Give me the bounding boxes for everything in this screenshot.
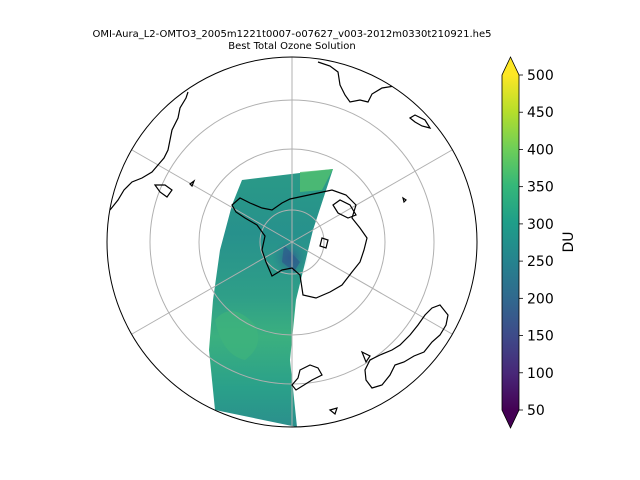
- map-area: [109, 57, 453, 427]
- colorbar: 50 100 150 200 250 300 350 400 450 500 DU: [501, 56, 577, 429]
- gridlines: [131, 57, 453, 427]
- colorbar-tick-label: 450: [527, 105, 554, 121]
- colorbar-tick-label: 200: [527, 291, 554, 307]
- colorbar-tick-label: 50: [527, 403, 545, 419]
- map-title: OMI-Aura_L2-OMTO3_2005m1221t0007-o07627_…: [92, 29, 491, 40]
- coastlines: [109, 61, 449, 416]
- colorbar-label: DU: [561, 231, 577, 252]
- colorbar-ticks: 50 100 150 200 250 300 350 400 450 500: [519, 68, 554, 419]
- colorbar-tick-label: 100: [527, 366, 554, 382]
- map-subtitle: Best Total Ozone Solution: [228, 41, 356, 52]
- colorbar-tick-label: 250: [527, 254, 554, 270]
- colorbar-extend-bottom: [502, 410, 519, 428]
- colorbar-gradient: [502, 75, 519, 410]
- colorbar-tick-label: 350: [527, 180, 554, 196]
- colorbar-tick-label: 150: [527, 329, 554, 345]
- colorbar-tick-label: 400: [527, 142, 554, 158]
- colorbar-extend-top: [502, 57, 519, 75]
- colorbar-tick-label: 500: [527, 68, 554, 84]
- map-boundary: [106, 56, 478, 428]
- colorbar-tick-label: 300: [527, 217, 554, 233]
